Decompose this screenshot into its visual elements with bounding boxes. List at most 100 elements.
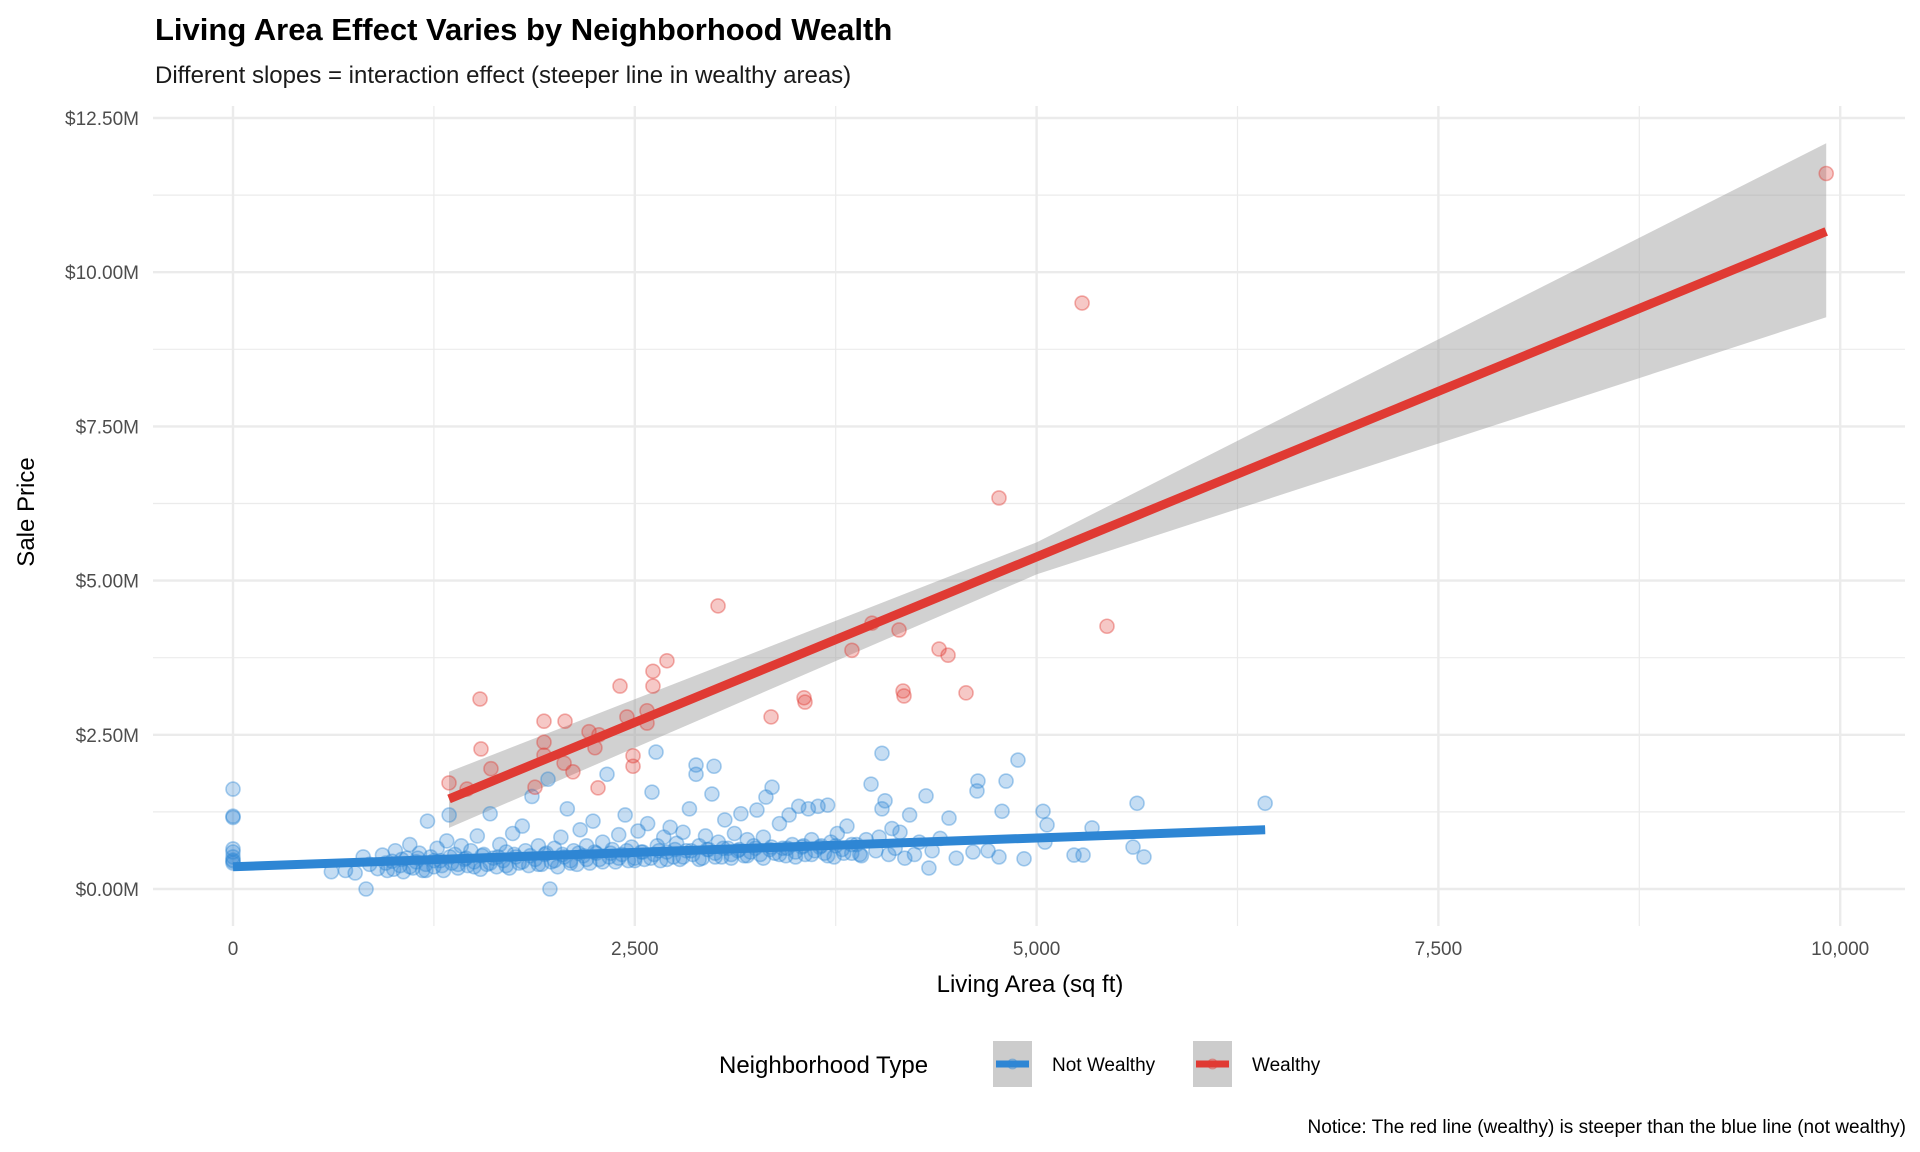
data-point-not-wealthy [1035,803,1051,820]
data-point-wealthy [797,694,813,710]
data-point-not-wealthy [892,824,908,841]
data-point-not-wealthy [810,798,826,815]
data-point-not-wealthy [941,810,957,826]
data-point-wealthy [991,490,1007,506]
data-point-wealthy [1099,618,1115,635]
data-point-not-wealthy [749,802,765,818]
data-point-not-wealthy [559,801,576,817]
data-point-not-wealthy [781,807,797,823]
data-point-not-wealthy [504,825,521,842]
data-point-not-wealthy [991,849,1007,865]
data-point-not-wealthy [688,757,704,773]
legend-label-not-wealthy: Not Wealthy [1052,1055,1156,1076]
x-tick-label: 7,500 [1415,939,1463,960]
data-point-wealthy [710,598,726,614]
data-point-not-wealthy [874,801,890,817]
legend-title: Neighborhood Type [719,1052,928,1079]
data-point-not-wealthy [401,836,418,853]
data-point-not-wealthy [755,850,772,866]
data-point-wealthy [565,764,581,780]
data-point-wealthy [659,652,675,669]
data-point-wealthy [796,689,812,706]
data-point-wealthy [931,641,947,657]
x-tick-label: 5,000 [1013,939,1061,960]
data-point-not-wealthy [617,807,633,823]
data-point-not-wealthy [1010,752,1026,768]
data-point-not-wealthy [630,823,646,839]
data-point-wealthy [527,779,543,796]
data-point-not-wealthy [969,783,985,799]
data-point-not-wealthy [918,788,934,804]
data-point-not-wealthy [874,745,890,762]
data-point-not-wealthy [572,821,588,838]
data-point-wealthy [441,775,457,791]
data-point-wealthy [612,678,628,694]
data-point-not-wealthy [469,828,486,844]
data-point-wealthy [590,780,606,796]
x-axis-tick-labels: 0 2,500 5,000 7,500 10,000 [228,939,1870,960]
data-point-not-wealthy [681,801,698,817]
data-point-not-wealthy [358,881,374,897]
data-point-wealthy [763,709,779,725]
data-point-not-wealthy [726,825,743,842]
data-point-wealthy [891,622,907,638]
data-point-not-wealthy [514,818,531,834]
data-point-wealthy [625,758,641,775]
data-point-not-wealthy [863,776,879,792]
data-point-not-wealthy [704,786,720,802]
y-tick-label: $0.00M [76,880,139,901]
data-point-not-wealthy [540,771,556,788]
data-point-wealthy [896,688,912,704]
data-point-not-wealthy [1257,795,1273,812]
data-point-not-wealthy [491,836,508,853]
data-point-not-wealthy [524,788,540,805]
data-point-not-wealthy [901,807,918,823]
data-point-wealthy [472,691,488,707]
data-point-not-wealthy [225,781,241,797]
data-point-wealthy [645,663,661,680]
data-point-not-wealthy [758,789,774,805]
data-point-not-wealthy [347,865,363,881]
data-point-wealthy [958,685,974,701]
data-point-not-wealthy [549,858,566,875]
y-tick-label: $2.50M [76,726,139,747]
data-point-not-wealthy [225,841,241,857]
data-point-not-wealthy [826,849,842,865]
data-point-not-wealthy [884,820,900,837]
legend-item-wealthy: Wealthy [1193,1041,1321,1087]
data-point-wealthy [940,647,956,664]
data-point-not-wealthy [225,808,241,825]
data-point-not-wealthy [610,826,627,843]
data-point-not-wealthy [839,818,855,834]
legend: Neighborhood Type Not Wealthy Wealthy [719,1041,1321,1087]
data-point-not-wealthy [599,766,615,783]
data-point-not-wealthy [906,846,923,863]
data-point-wealthy [1818,165,1835,182]
x-tick-label: 2,500 [611,939,659,960]
data-point-not-wealthy [994,803,1010,820]
data-point-not-wealthy [948,850,965,866]
data-point-wealthy [557,713,573,730]
fit-line-wealthy [447,227,1828,804]
data-point-not-wealthy [706,758,722,775]
data-point-not-wealthy [877,792,893,809]
data-point-not-wealthy [790,798,807,815]
data-point-wealthy [844,642,860,659]
data-point-not-wealthy [697,828,714,844]
data-point-wealthy [536,713,552,730]
x-tick-label: 10,000 [1811,939,1869,960]
data-point-not-wealthy [1039,817,1055,833]
data-point-not-wealthy [852,846,868,863]
data-point-not-wealthy [787,849,804,865]
data-point-not-wealthy [965,844,981,860]
y-tick-label: $12.50M [65,109,139,130]
data-point-not-wealthy [1016,850,1032,867]
data-point-not-wealthy [662,819,678,836]
data-point-not-wealthy [1125,839,1141,855]
data-point-not-wealthy [921,860,937,876]
data-point-not-wealthy [542,881,558,897]
data-point-not-wealthy [441,807,457,823]
data-point-wealthy [895,683,911,699]
